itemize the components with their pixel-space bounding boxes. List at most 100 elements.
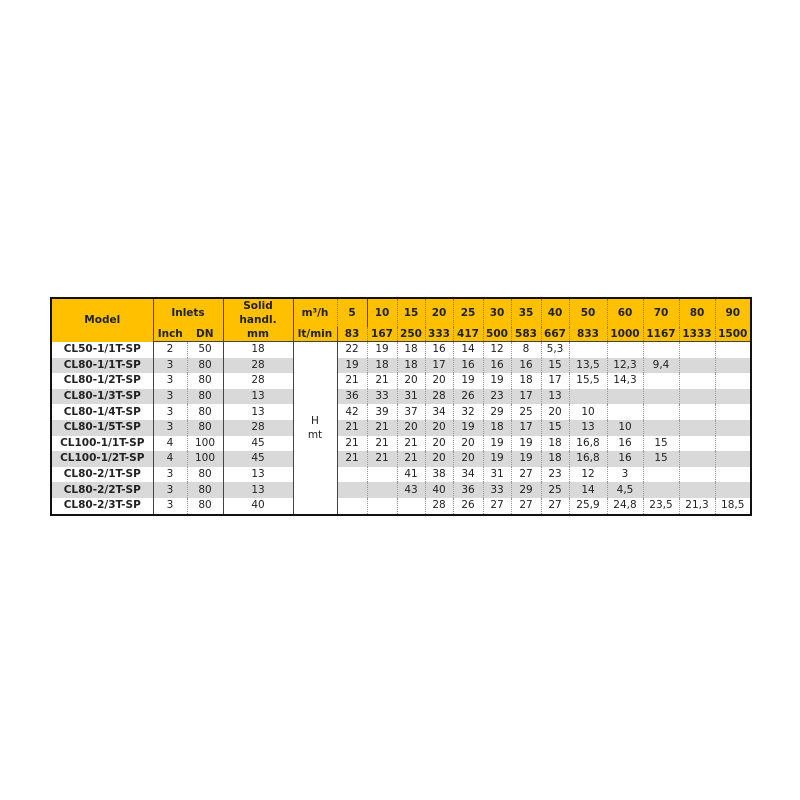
head-value-cell: 15 — [540, 419, 569, 436]
head-value-cell: 15,5 — [568, 373, 607, 389]
head-value-cell: 18 — [540, 435, 569, 452]
model-cell: CL80-2/3T-SP — [63, 499, 141, 512]
table-row: CL80-1/5T-SP 3 80 28 21 21 20 20 19 18 17 15 13 10 — [51, 419, 751, 436]
head-value-cell: 20 — [540, 404, 569, 420]
table-row: CL80-2/1T-SP 3 80 13 41 38 34 31 27 23 12 3 — [51, 466, 751, 483]
head-value-cell: 28 — [424, 388, 453, 405]
dn-cell: 80 — [186, 482, 223, 498]
header-flow-lmin: 667 — [540, 327, 569, 342]
head-value-cell — [678, 435, 715, 452]
head-value-cell: 13,5 — [568, 357, 607, 374]
table-row: CL100-1/1T-SP 4 100 45 21 21 21 20 20 19 19 18 16,8 1… — [51, 435, 751, 452]
header-model: Model — [51, 298, 153, 342]
head-value-cell: 34 — [424, 404, 453, 420]
dn-cell: 100 — [186, 451, 223, 467]
head-value-cell: 16 — [606, 435, 643, 452]
head-value-cell — [606, 388, 643, 405]
model-cell: CL100-1/2T-SP — [51, 451, 153, 467]
head-value-cell: 21 — [366, 419, 397, 436]
solid-cell: 40 — [222, 497, 293, 515]
head-value-cell: 16,8 — [568, 435, 607, 452]
head-value-cell: 33 — [366, 388, 397, 405]
head-value-cell: 26 — [452, 497, 483, 515]
head-value-cell: 33 — [482, 482, 511, 498]
head-value-cell: 16 — [510, 357, 541, 374]
head-value-cell — [678, 419, 715, 436]
head-value-cell — [714, 419, 751, 436]
head-value-cell: 27 — [510, 497, 541, 515]
header-flow-m3h: 40 — [540, 298, 569, 327]
table-row: CL80-1/2T-SP 3 80 28 21 21 20 20 19 19 18 17 15,5 14,… — [51, 373, 751, 389]
dn-cell: 80 — [186, 497, 223, 515]
header-flow-lmin: 417 — [452, 327, 483, 342]
head-value-cell — [642, 341, 679, 358]
head-value-cell: 5,3 — [540, 341, 569, 358]
header-flow-unit-m3h: m³/h — [292, 298, 337, 327]
solid-cell: 28 — [222, 373, 293, 389]
head-value-cell: 20 — [452, 435, 483, 452]
head-value-cell — [642, 404, 679, 420]
header-flow-m3h: 60 — [606, 298, 643, 327]
header-flow-lmin: 1167 — [642, 327, 679, 342]
head-value-cell: 16 — [424, 341, 453, 358]
head-value-cell: 17 — [510, 419, 541, 436]
inch-cell: 2 — [152, 341, 187, 358]
solid-cell: 18 — [222, 341, 293, 358]
head-value-cell — [336, 497, 367, 515]
head-value-cell — [714, 388, 751, 405]
head-value-cell — [642, 482, 679, 498]
head-value-cell: 21 — [336, 373, 367, 389]
head-value-cell: 18 — [540, 451, 569, 467]
solid-cell: 28 — [222, 419, 293, 436]
header-flow-lmin: 500 — [482, 327, 511, 342]
head-value-cell: 21,3 — [678, 497, 715, 515]
table-row: CL80-1/3T-SP 3 80 13 36 33 31 28 26 23 17 13 — [51, 388, 751, 405]
head-value-cell: 18 — [366, 357, 397, 374]
model-cell: CL80-1/3T-SP — [51, 388, 153, 405]
head-value-cell: 19 — [510, 451, 541, 467]
table-row: CL80-1/4T-SP 3 80 13 42 39 37 34 32 29 25 20 10 — [51, 404, 751, 420]
head-value-cell: 15 — [642, 435, 679, 452]
header-flow-lmin: 1500 — [714, 327, 751, 342]
model-cell: CL80-1/1T-SP — [51, 357, 153, 374]
head-value-cell: 20 — [424, 419, 453, 436]
head-value-cell — [366, 497, 397, 515]
header-flow-lmin: 1000 — [606, 327, 643, 342]
head-value-cell — [568, 388, 607, 405]
head-value-cell — [678, 388, 715, 405]
header-inch: Inch — [152, 327, 187, 342]
head-value-cell — [714, 435, 751, 452]
head-value-cell: 19 — [482, 451, 511, 467]
head-value-cell: 21 — [366, 435, 397, 452]
model-cell: CL80-2/2T-SP — [51, 482, 153, 498]
inch-cell: 4 — [152, 435, 187, 452]
head-value-cell: 18 — [510, 373, 541, 389]
head-value-cell — [714, 482, 751, 498]
head-value-cell — [714, 404, 751, 420]
inch-cell: 3 — [152, 388, 187, 405]
head-value-cell: 32 — [452, 404, 483, 420]
head-value-cell: 21 — [396, 451, 425, 467]
header-flow-lmin: 333 — [424, 327, 453, 342]
head-value-cell — [366, 482, 397, 498]
dn-cell: 80 — [186, 357, 223, 374]
head-value-cell — [642, 373, 679, 389]
head-value-cell: 34 — [452, 466, 483, 483]
head-value-cell: 18 — [396, 357, 425, 374]
dn-cell: 100 — [186, 435, 223, 452]
solid-cell: 13 — [222, 482, 293, 498]
inch-cell: 4 — [152, 451, 187, 467]
head-value-cell — [678, 373, 715, 389]
head-value-cell: 42 — [336, 404, 367, 420]
head-label-unit: mt — [307, 428, 323, 441]
table-row: CL100-1/2T-SP 4 100 45 21 21 21 20 20 19 19 18 16,8 1… — [51, 451, 751, 467]
head-value-cell: 3 — [606, 466, 643, 483]
header-inlets: Inlets — [152, 298, 223, 327]
header-flow-lmin: 583 — [510, 327, 541, 342]
head-value-cell: 9,4 — [642, 357, 679, 374]
model-cell: CL80-2/1T-SP — [63, 468, 141, 481]
head-value-cell: 19 — [510, 435, 541, 452]
head-value-cell — [678, 451, 715, 467]
head-value-cell: 19 — [482, 435, 511, 452]
